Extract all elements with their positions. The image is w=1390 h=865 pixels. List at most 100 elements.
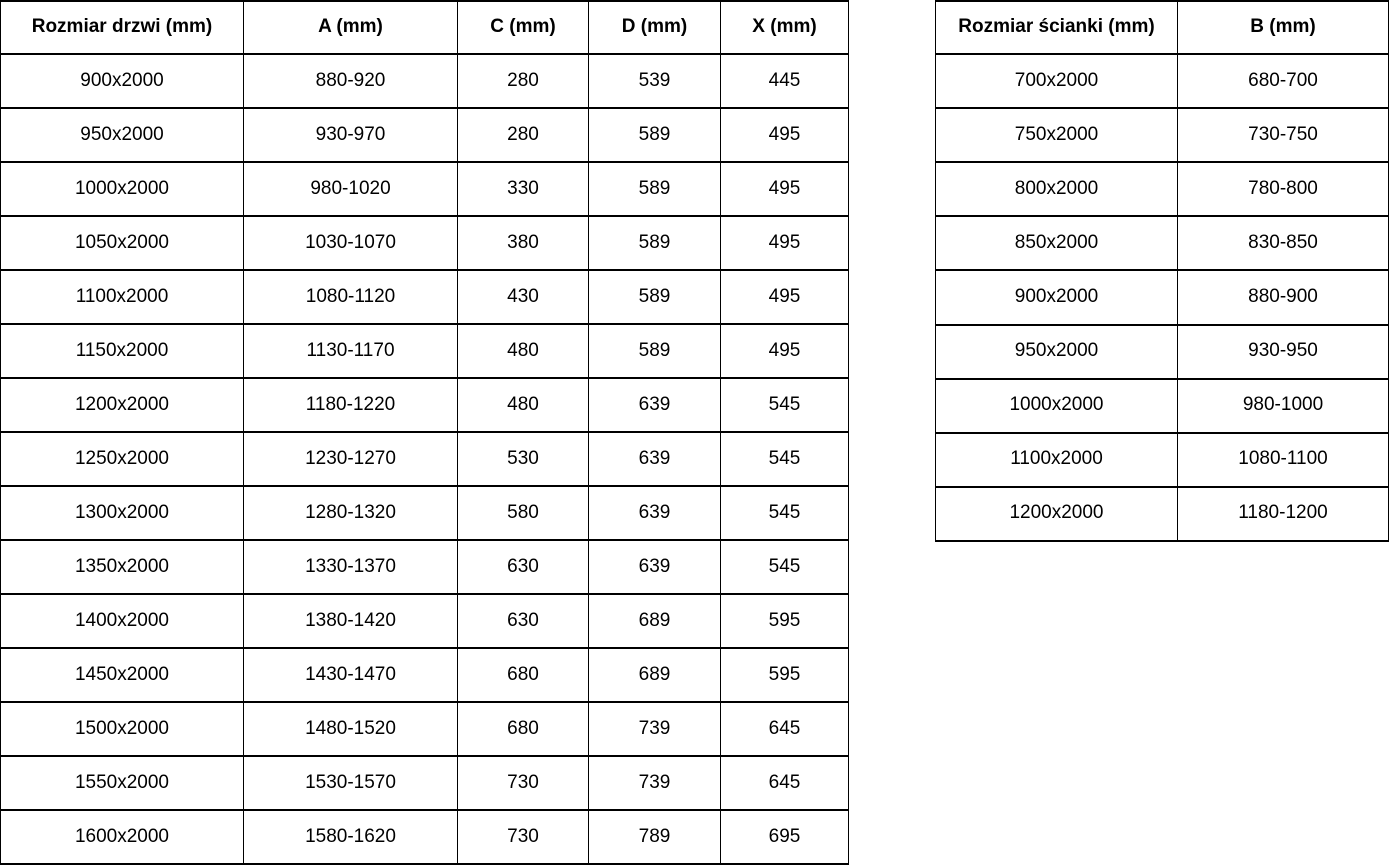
table-cell: 880-920 <box>243 53 458 109</box>
table-cell: 695 <box>720 809 849 865</box>
table-row: 1050x2000 1030-1070 380 589 495 <box>0 215 849 271</box>
table-row: 1250x2000 1230-1270 530 639 545 <box>0 431 849 487</box>
table-cell: 545 <box>720 485 849 541</box>
table-cell: 495 <box>720 107 849 163</box>
table-cell: 480 <box>457 377 589 433</box>
wall-sizes-table-header: Rozmiar ścianki (mm) B (mm) <box>935 0 1389 55</box>
table-cell: 495 <box>720 161 849 217</box>
table-cell: 800x2000 <box>935 161 1178 218</box>
table-cell: 1100x2000 <box>935 431 1178 488</box>
table-cell: 380 <box>457 215 589 271</box>
table-cell: 1500x2000 <box>0 701 244 757</box>
table-cell: 639 <box>588 431 721 487</box>
table-cell: 730-750 <box>1177 107 1389 164</box>
table-row: 900x2000 880-900 <box>935 269 1389 326</box>
table-cell: 1480-1520 <box>243 701 458 757</box>
table-row: 1200x2000 1180-1220 480 639 545 <box>0 377 849 433</box>
door-sizes-table-body: 900x2000 880-920 280 539 445 950x2000 930-970 2… <box>0 53 849 865</box>
table-cell: 1200x2000 <box>935 485 1178 543</box>
table-cell: 630 <box>457 593 589 649</box>
table-cell: 530 <box>457 431 589 487</box>
table-cell: 880-900 <box>1177 269 1389 326</box>
table-cell: 1350x2000 <box>0 539 244 595</box>
table-row: 1450x2000 1430-1470 680 689 595 <box>0 647 849 703</box>
table-cell: 700x2000 <box>935 52 1178 110</box>
table-cell: 580 <box>457 485 589 541</box>
table-cell: 750x2000 <box>935 107 1178 164</box>
table-row: 1600x2000 1580-1620 730 789 695 <box>0 809 849 865</box>
table-cell: 595 <box>720 593 849 649</box>
table-cell: 645 <box>720 701 849 757</box>
table-cell: 495 <box>720 269 849 325</box>
table-row: 1000x2000 980-1000 <box>935 377 1389 434</box>
table-cell: 1530-1570 <box>243 755 458 811</box>
table-cell: 689 <box>588 593 721 649</box>
table-cell: 1430-1470 <box>243 647 458 703</box>
header-row: Rozmiar drzwi (mm) A (mm) C (mm) D (mm) … <box>0 0 849 55</box>
column-header-rozmiar-scianki: Rozmiar ścianki (mm) <box>935 0 1178 55</box>
table-cell: 780-800 <box>1177 161 1389 218</box>
table-row: 800x2000 780-800 <box>935 161 1389 218</box>
table-cell: 1200x2000 <box>0 377 244 433</box>
table-cell: 1400x2000 <box>0 593 244 649</box>
table-cell: 830-850 <box>1177 215 1389 272</box>
table-row: 1400x2000 1380-1420 630 689 595 <box>0 593 849 649</box>
table-cell: 639 <box>588 485 721 541</box>
table-cell: 900x2000 <box>0 53 244 109</box>
table-cell: 730 <box>457 809 589 865</box>
column-header-d: D (mm) <box>588 0 721 55</box>
column-header-a: A (mm) <box>243 0 458 55</box>
table-cell: 430 <box>457 269 589 325</box>
table-cell: 1550x2000 <box>0 755 244 811</box>
table-row: 1500x2000 1480-1520 680 739 645 <box>0 701 849 757</box>
table-row: 1100x2000 1080-1100 <box>935 431 1389 488</box>
table-cell: 1580-1620 <box>243 809 458 865</box>
table-cell: 1300x2000 <box>0 485 244 541</box>
table-row: 900x2000 880-920 280 539 445 <box>0 53 849 109</box>
table-cell: 1100x2000 <box>0 269 244 325</box>
table-cell: 1080-1120 <box>243 269 458 325</box>
table-row: 1350x2000 1330-1370 630 639 545 <box>0 539 849 595</box>
table-cell: 900x2000 <box>935 269 1178 326</box>
table-cell: 480 <box>457 323 589 379</box>
table-cell: 645 <box>720 755 849 811</box>
table-cell: 589 <box>588 323 721 379</box>
table-cell: 680 <box>457 701 589 757</box>
table-cell: 1180-1220 <box>243 377 458 433</box>
table-cell: 789 <box>588 809 721 865</box>
header-row: Rozmiar ścianki (mm) B (mm) <box>935 0 1389 55</box>
table-cell: 280 <box>457 107 589 163</box>
door-sizes-table: Rozmiar drzwi (mm) A (mm) C (mm) D (mm) … <box>0 0 849 865</box>
table-cell: 1250x2000 <box>0 431 244 487</box>
table-cell: 589 <box>588 107 721 163</box>
table-row: 1200x2000 1180-1200 <box>935 485 1389 543</box>
table-row: 1000x2000 980-1020 330 589 495 <box>0 161 849 217</box>
table-cell: 1230-1270 <box>243 431 458 487</box>
table-cell: 589 <box>588 269 721 325</box>
table-cell: 495 <box>720 323 849 379</box>
table-cell: 1180-1200 <box>1177 485 1389 543</box>
table-cell: 980-1000 <box>1177 377 1389 434</box>
door-sizes-table-header: Rozmiar drzwi (mm) A (mm) C (mm) D (mm) … <box>0 0 849 55</box>
table-cell: 739 <box>588 755 721 811</box>
table-cell: 280 <box>457 53 589 109</box>
table-cell: 730 <box>457 755 589 811</box>
table-cell: 639 <box>588 539 721 595</box>
table-cell: 1000x2000 <box>935 377 1178 434</box>
table-cell: 689 <box>588 647 721 703</box>
column-header-b: B (mm) <box>1177 0 1389 55</box>
table-cell: 680 <box>457 647 589 703</box>
table-cell: 545 <box>720 377 849 433</box>
table-cell: 850x2000 <box>935 215 1178 272</box>
table-cell: 1000x2000 <box>0 161 244 217</box>
table-row: 950x2000 930-950 <box>935 323 1389 380</box>
table-cell: 930-970 <box>243 107 458 163</box>
table-row: 850x2000 830-850 <box>935 215 1389 272</box>
table-cell: 1600x2000 <box>0 809 244 865</box>
table-cell: 545 <box>720 539 849 595</box>
table-cell: 639 <box>588 377 721 433</box>
table-cell: 930-950 <box>1177 323 1389 380</box>
table-cell: 630 <box>457 539 589 595</box>
table-cell: 1130-1170 <box>243 323 458 379</box>
table-cell: 445 <box>720 53 849 109</box>
